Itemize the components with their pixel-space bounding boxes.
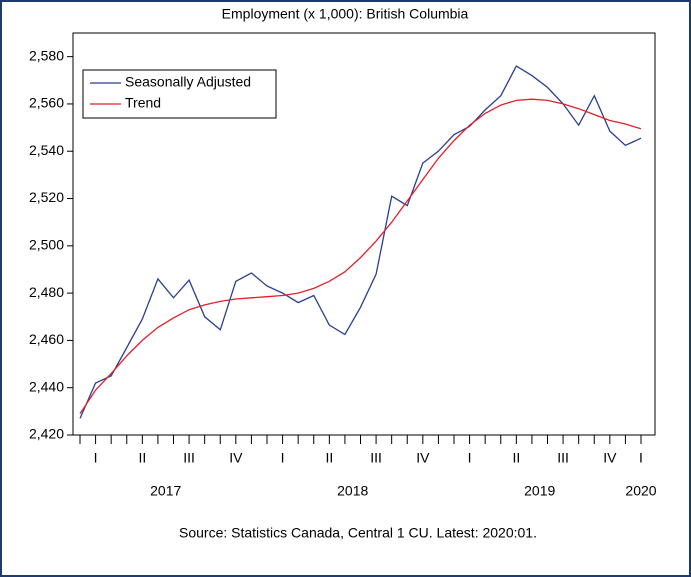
x-tick-label: IV [229, 450, 243, 466]
y-tick-label: 2,440 [29, 378, 64, 394]
series-line [79, 65, 642, 419]
x-tick-label: III [183, 450, 195, 466]
year-label: 2018 [337, 483, 368, 499]
y-tick-label: 2,460 [29, 331, 64, 347]
x-tick-label: I [639, 450, 643, 466]
x-tick-label: III [557, 450, 569, 466]
y-tick-label: 2,420 [29, 426, 64, 442]
x-tick-label: I [281, 450, 285, 466]
source-note: Source: Statistics Canada, Central 1 CU.… [179, 525, 537, 541]
y-tick-label: 2,500 [29, 237, 64, 253]
x-tick-label: II [512, 450, 520, 466]
y-tick-label: 2,580 [29, 47, 64, 63]
year-label: 2019 [524, 483, 555, 499]
legend-box [82, 69, 277, 119]
y-tick-label: 2,560 [29, 95, 64, 111]
y-tick-label: 2,540 [29, 142, 64, 158]
x-tick-label: III [370, 450, 382, 466]
year-label: 2017 [150, 483, 181, 499]
chart-title: Employment (x 1,000): British Columbia [222, 6, 469, 22]
legend-label: Trend [125, 95, 161, 111]
x-tick-label: IV [416, 450, 430, 466]
x-tick-label: II [138, 450, 146, 466]
y-tick-label: 2,480 [29, 284, 64, 300]
x-tick-label: II [325, 450, 333, 466]
plot-area [72, 32, 656, 436]
legend-label: Seasonally Adjusted [125, 74, 251, 90]
year-label: 2020 [625, 483, 656, 499]
x-tick-label: IV [603, 450, 617, 466]
x-tick-label: I [468, 450, 472, 466]
series-line [79, 98, 642, 415]
y-tick-label: 2,520 [29, 189, 64, 205]
x-tick-label: I [94, 450, 98, 466]
